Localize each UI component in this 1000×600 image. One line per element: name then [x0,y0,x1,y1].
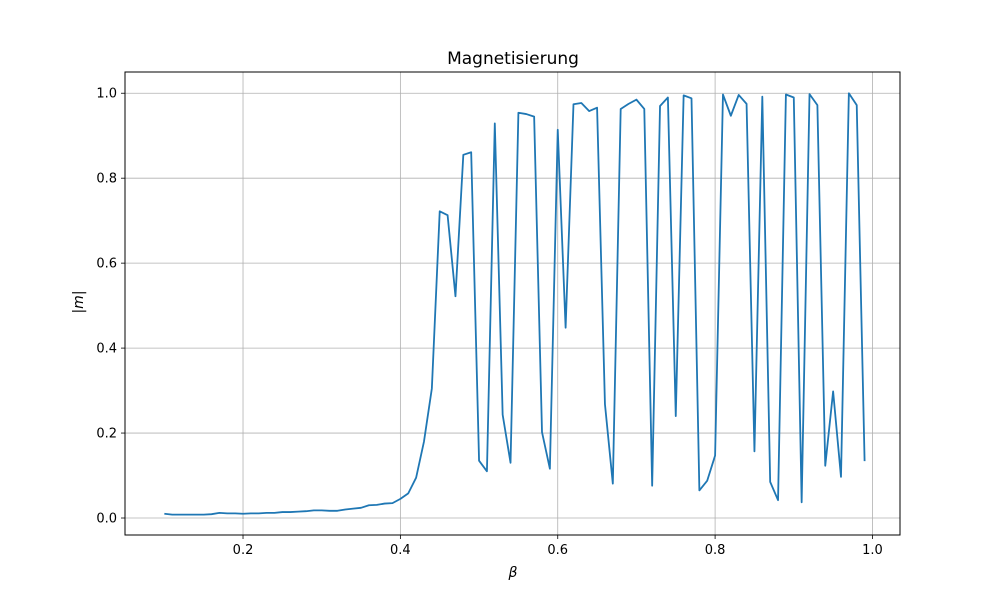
chart-title: Magnetisierung [447,49,579,69]
y-axis-label: |m| [71,290,87,313]
plot-frame [124,71,901,536]
y-tick-label: 0.6 [96,257,117,272]
y-tick-label: 0.4 [96,342,117,357]
series-line [164,92,866,516]
x-tick-label: 0.2 [233,543,254,558]
x-axis-label: β [508,565,518,581]
x-axis-ticks: 0.2 0.4 0.6 0.8 1.0 [233,535,883,558]
x-tick-label: 1.0 [862,543,883,558]
x-tick-label: 0.6 [547,543,568,558]
y-axis-ticks: 0.0 0.2 0.4 0.6 0.8 1.0 [96,87,125,527]
y-tick-label: 1.0 [96,87,117,102]
grid [125,72,900,535]
y-tick-label: 0.0 [96,512,117,527]
x-tick-label: 0.4 [390,543,411,558]
y-tick-label: 0.2 [96,427,117,442]
x-tick-label: 0.8 [705,543,726,558]
series-group [164,92,866,516]
y-tick-label: 0.8 [96,172,117,187]
